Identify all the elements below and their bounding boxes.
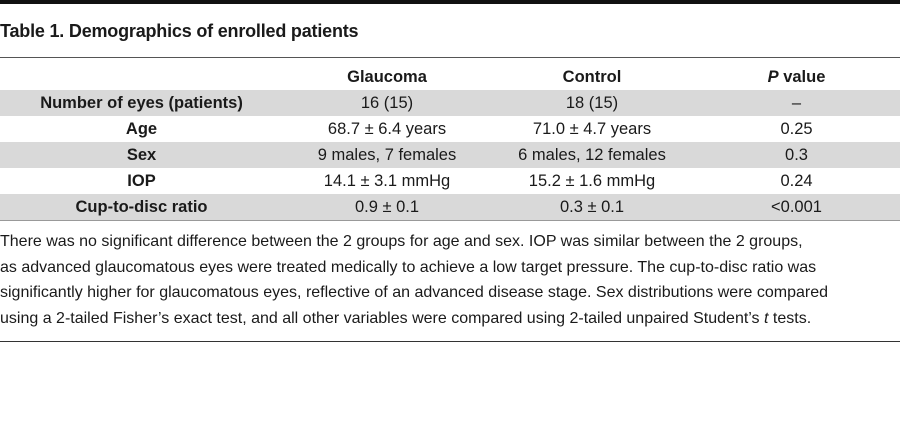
row-label: IOP (127, 171, 156, 190)
header-pvalue-p: P (767, 67, 779, 86)
cell-pvalue: 0.25 (780, 119, 813, 138)
table-row: Sex 9 males, 7 females 6 males, 12 femal… (0, 142, 900, 168)
header-pvalue: P value (693, 64, 900, 90)
table-footnote: There was no significant difference betw… (0, 229, 900, 331)
footnote-line: There was no significant difference betw… (0, 233, 803, 250)
table-row: Cup-to-disc ratio 0.9 ± 0.1 0.3 ± 0.1 <0… (0, 194, 900, 220)
cell-pvalue: 0.24 (780, 171, 813, 190)
footnote-line: using a 2-tailed Fisher’s exact test, an… (0, 306, 900, 332)
cell-control: 18 (15) (491, 90, 693, 116)
top-rule (0, 0, 900, 4)
cell-pvalue: 0.3 (693, 142, 900, 168)
row-label: Age (125, 119, 158, 138)
caption-divider (0, 57, 900, 58)
demographics-table: Glaucoma Control P value Number of eyes … (0, 64, 900, 220)
footnote-text: using a 2-tailed Fisher’s exact test, an… (0, 309, 764, 327)
header-pvalue-rest: value (778, 67, 826, 86)
table-caption: Table 1. Demographics of enrolled patien… (0, 21, 359, 41)
header-glaucoma: Glaucoma (347, 67, 427, 86)
table-bottom-divider (0, 220, 900, 221)
cell-glaucoma: 0.9 ± 0.1 (283, 194, 491, 220)
footnote-italic-t: t (764, 309, 769, 327)
row-label: Sex (0, 142, 283, 168)
cell-glaucoma: 16 (15) (283, 90, 491, 116)
row-label: Cup-to-disc ratio (0, 194, 283, 220)
cell-pvalue: <0.001 (693, 194, 900, 220)
table-header-row: Glaucoma Control P value (0, 64, 900, 90)
footnote-line: significantly higher for glaucomatous ey… (0, 284, 829, 301)
cell-control: 0.3 ± 0.1 (491, 194, 693, 220)
cell-control: 6 males, 12 females (491, 142, 693, 168)
cell-control: 71.0 ± 4.7 years (532, 119, 652, 138)
table-row: IOP 14.1 ± 3.1 mmHg 15.2 ± 1.6 mmHg 0.24 (0, 168, 900, 194)
cell-pvalue: – (693, 90, 900, 116)
header-control: Control (562, 67, 622, 86)
bottom-rule (0, 341, 900, 342)
cell-control: 15.2 ± 1.6 mmHg (528, 171, 656, 190)
cell-glaucoma: 68.7 ± 6.4 years (327, 119, 447, 138)
footnote-text: tests. (768, 309, 812, 327)
cell-glaucoma: 9 males, 7 females (283, 142, 491, 168)
table-row: Age 68.7 ± 6.4 years 71.0 ± 4.7 years 0.… (0, 116, 900, 142)
table-row: Number of eyes (patients) 16 (15) 18 (15… (0, 90, 900, 116)
footnote-line: as advanced glaucomatous eyes were treat… (0, 258, 817, 276)
cell-glaucoma: 14.1 ± 3.1 mmHg (323, 171, 451, 190)
row-label: Number of eyes (patients) (0, 90, 283, 116)
header-label (0, 64, 283, 90)
